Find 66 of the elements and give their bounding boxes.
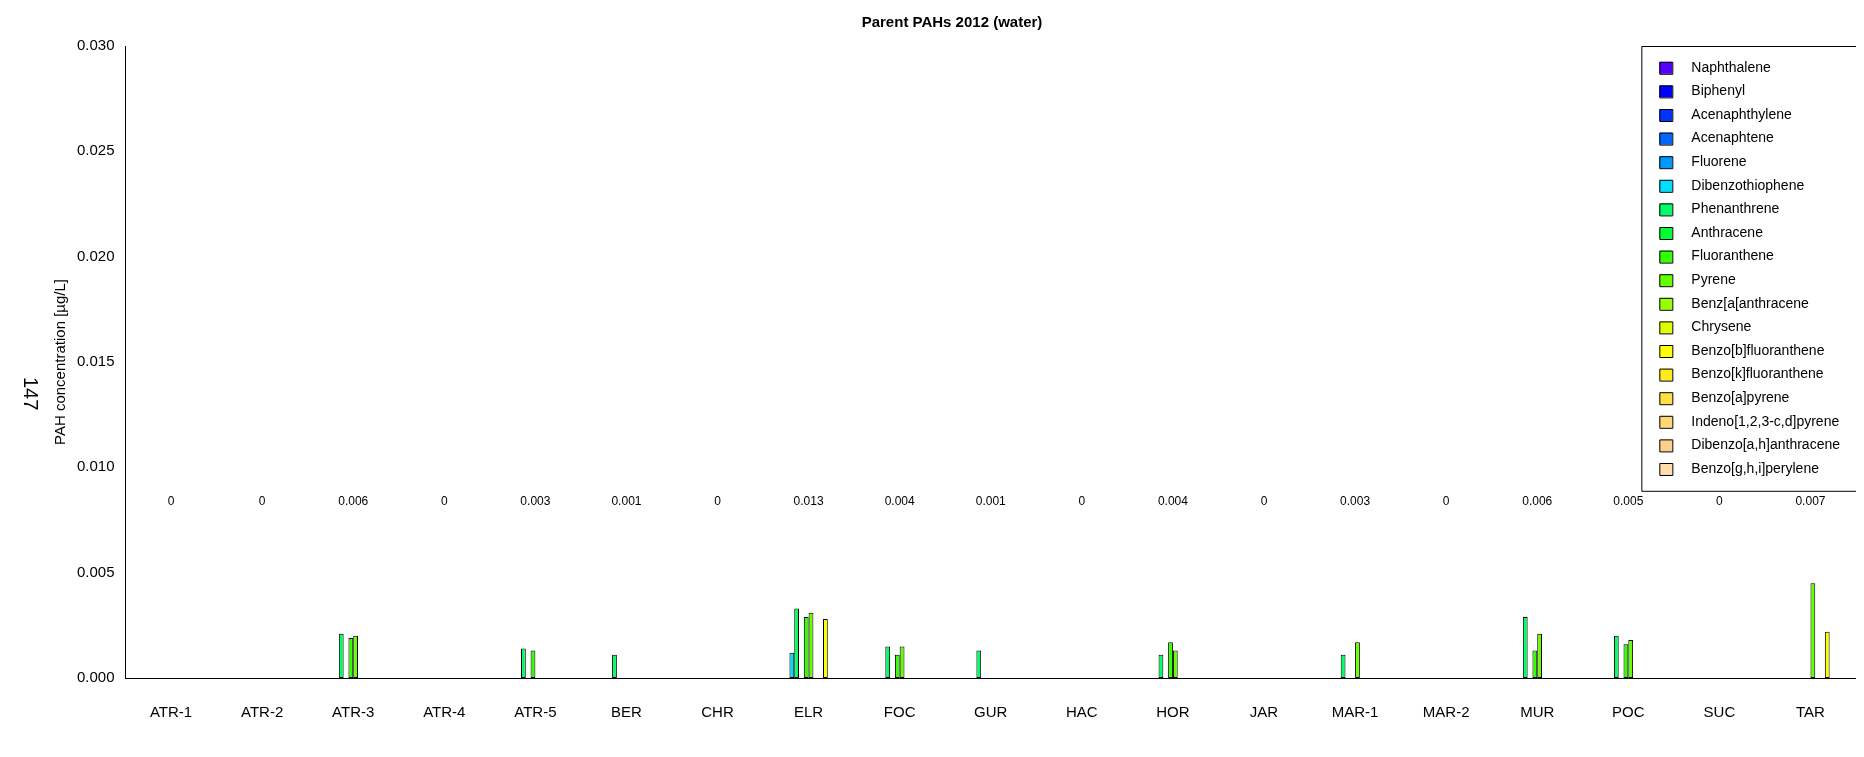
x-tick-label: MAR-2 [1422,703,1470,721]
legend-label: Fluoranthene [1691,247,1775,264]
annotation: 0.006 [1522,493,1553,508]
legend-label: Phenanthrene [1691,200,1780,217]
legend-label: Naphthalene [1691,58,1771,75]
annotation: 0 [440,493,448,508]
x-tick-label: MUR [1520,703,1555,721]
x-tick-label: ATR-1 [149,703,193,721]
annotation: 0.001 [611,493,642,508]
legend-label: Indeno[1,2,3-c,d]pyrene [1691,412,1840,429]
text: 147 [20,376,43,411]
legend-label: Benzo[g,h,i]perylene [1691,459,1820,476]
annotation: 0.005 [1613,493,1644,508]
x-tick-label: JAR [1249,703,1279,721]
y-tick-label: 0.005 [76,562,115,580]
y-tick-label: 0.015 [76,352,115,370]
annotation: 0.003 [520,493,551,508]
chart-title: Parent PAHs 2012 (water) [861,13,1043,31]
legend-label: Acenaphthylene [1691,105,1792,122]
annotation: 0.007 [1795,493,1826,508]
legend-label: Benz[a[anthracene [1691,294,1810,311]
legend-label: Benzo[k]fluoranthene [1691,365,1824,382]
annotation: 0 [714,493,722,508]
legend-label: Benzo[b]fluoranthene [1691,341,1825,358]
x-tick-label: FOC [883,703,916,721]
legend-label: Chrysene [1691,318,1752,335]
annotation: 0 [258,493,266,508]
x-tick-label: HOR [1156,703,1190,721]
x-tick-label: POC [1612,703,1645,721]
annotation: 0 [1078,493,1086,508]
annotation: 0.004 [884,493,916,508]
annotation: 0 [1442,493,1450,508]
legend-label: Fluorene [1691,153,1747,170]
x-tick-label: TAR [1796,703,1826,721]
x-tick-label: BER [611,703,643,721]
annotation: 0 [1716,493,1724,508]
legend-label: Dibenzothiophene [1691,176,1805,193]
y-tick-label: 0.000 [76,668,115,686]
x-tick-label: SUC [1703,703,1736,721]
x-tick-label: CHR [701,703,734,721]
annotation: 0 [167,493,175,508]
y-tick-label: 0.020 [76,246,115,264]
y-axis-title: PAH concentration [µg/L] [51,279,69,445]
y-tick-label: 0.030 [76,36,115,54]
legend-label: Pyrene [1691,271,1736,288]
legend-label: Anthracene [1691,223,1764,240]
y-tick-label: 0.010 [76,457,115,475]
x-tick-label: ATR-5 [514,703,557,721]
annotation: 0.004 [1157,493,1189,508]
x-tick-label: MAR-1 [1331,703,1379,721]
x-tick-label: HAC [1066,703,1098,721]
annotation: 0.003 [1340,493,1371,508]
x-tick-label: ATR-2 [241,703,284,721]
x-tick-label: GUR [974,703,1008,721]
x-tick-label: ATR-4 [423,703,466,721]
legend-label: Acenaphtene [1691,129,1775,146]
x-tick-label: ELR [794,703,824,721]
annotation: 0.006 [338,493,369,508]
legend-label: Biphenyl [1691,82,1746,99]
annotation: 0 [1260,493,1268,508]
legend-label: Benzo[a]pyrene [1691,389,1790,406]
y-tick-label: 0.025 [76,141,115,159]
annotation: 0.013 [793,493,824,508]
annotation: 0.001 [975,493,1007,508]
legend-label: Dibenzo[a,h]anthracene [1691,436,1841,453]
x-tick-label: ATR-3 [332,703,375,721]
